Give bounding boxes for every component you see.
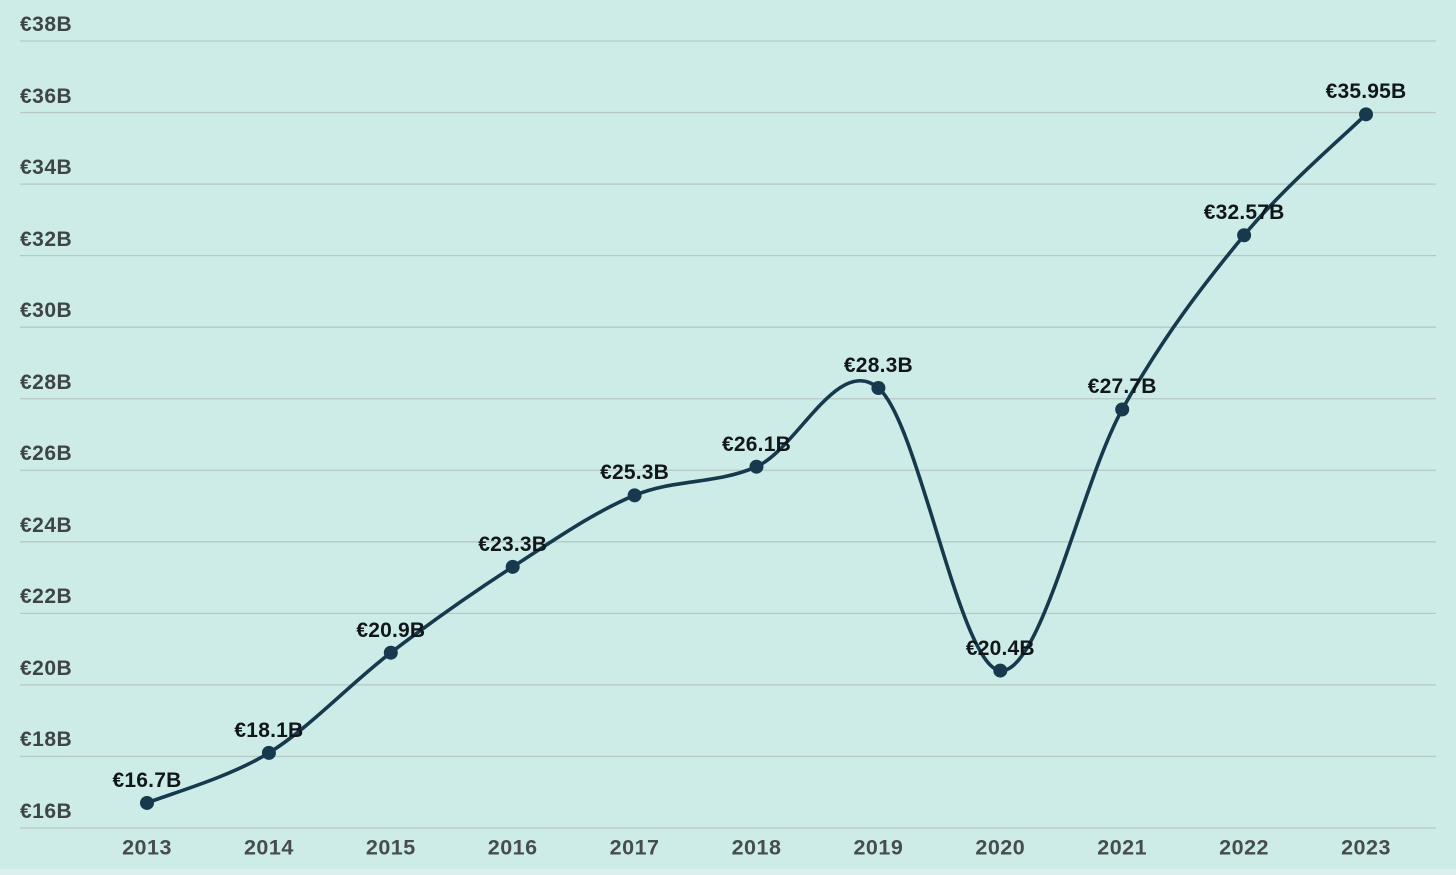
series-line	[145, 112, 1368, 805]
data-point	[993, 663, 1008, 678]
y-axis-tick-label: €28B	[20, 370, 73, 394]
x-axis-tick-label: 2013	[122, 835, 172, 860]
x-axis-tick-label: 2016	[487, 835, 538, 860]
data-point-label: €28.3B	[843, 353, 913, 377]
data-point	[140, 795, 154, 810]
x-axis-tick-label: 2014	[243, 835, 294, 860]
data-point	[383, 645, 398, 660]
y-axis-tick-label: €16B	[20, 800, 73, 823]
x-axis-tick-label: 2018	[731, 835, 782, 860]
data-point	[749, 459, 764, 474]
y-axis-tick-label: €20B	[20, 656, 73, 680]
x-axis-tick-label: 2019	[853, 835, 904, 860]
x-axis-tick-label: 2022	[1219, 835, 1270, 860]
x-axis-tick-label: 2015	[365, 835, 416, 860]
y-axis-tick-label: €18B	[20, 728, 73, 752]
y-axis-tick-label: €22B	[20, 585, 73, 609]
data-point-label: €18.1B	[234, 718, 304, 742]
x-axis-tick-label: 2017	[609, 835, 660, 860]
data-point	[1359, 107, 1373, 122]
y-axis-tick-label: €24B	[20, 513, 73, 537]
gridlines-group	[20, 40, 1436, 829]
data-point-label: €26.1B	[722, 432, 791, 456]
x-axis-tick-label: 2023	[1341, 835, 1391, 860]
data-point	[1115, 402, 1130, 417]
series-group	[140, 107, 1373, 810]
y-axis-tick-label: €36B	[20, 84, 73, 108]
footer-strip	[0, 869, 1456, 875]
x-axis-tick-label: 2021	[1097, 835, 1148, 860]
data-point	[505, 559, 520, 574]
data-point	[261, 745, 276, 760]
y-axis-tick-label: €32B	[20, 227, 73, 251]
x-axis-tick-label: 2020	[975, 835, 1026, 860]
y-axis-tick-label: €34B	[20, 156, 73, 180]
data-point	[871, 380, 886, 395]
data-point-label: €20.9B	[356, 618, 426, 642]
data-point-label: €32.57B	[1203, 201, 1285, 225]
data-point	[1237, 228, 1252, 243]
data-point	[627, 488, 642, 503]
data-point-label: €35.95B	[1325, 80, 1407, 104]
data-point-label: €27.7B	[1087, 375, 1157, 399]
data-point-label: €25.3B	[600, 461, 670, 485]
data-point-label: €20.4B	[965, 636, 1035, 660]
y-axis-tick-label: €30B	[20, 299, 73, 323]
data-point-label: €23.3B	[478, 532, 548, 556]
data-point-label: €16.7B	[112, 768, 182, 792]
y-axis-tick-label: €38B	[20, 13, 73, 36]
y-axis-tick-label: €26B	[20, 442, 73, 466]
